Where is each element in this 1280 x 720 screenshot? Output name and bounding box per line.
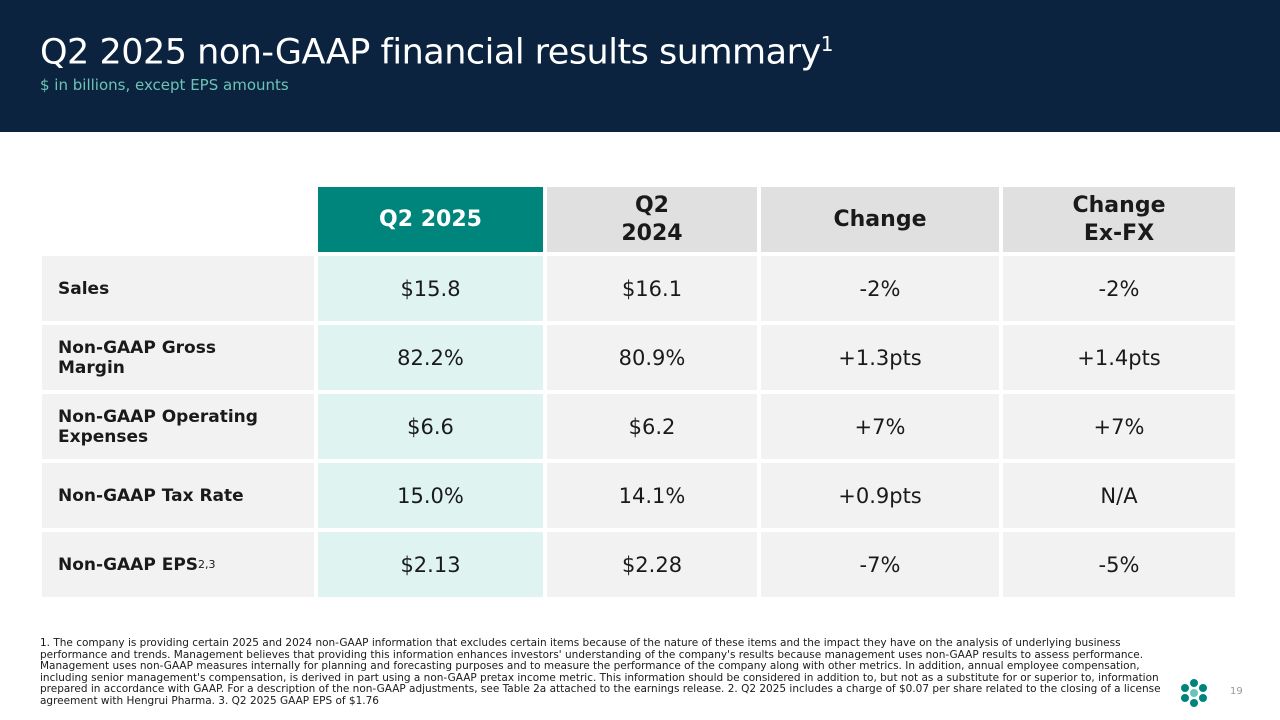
column-header: Q2 2025 (318, 187, 543, 252)
row-label: Non-GAAP Operating Expenses (42, 394, 314, 459)
cell: +7% (1003, 394, 1235, 459)
row-label-superscript: 2,3 (198, 558, 216, 571)
cell: +1.3pts (761, 325, 999, 390)
column-header: Q2 2024 (547, 187, 757, 252)
cell: 14.1% (547, 463, 757, 528)
cell: -2% (1003, 256, 1235, 321)
cell: $6.6 (318, 394, 543, 459)
row-label-text: Non-GAAP Operating Expenses (58, 406, 258, 447)
row-label-text: Non-GAAP Tax Rate (58, 485, 244, 506)
header-band: Q2 2025 non-GAAP financial results summa… (0, 0, 1280, 132)
page-number: 19 (1230, 686, 1243, 697)
cell: $6.2 (547, 394, 757, 459)
header-blank (42, 187, 314, 252)
cell: 80.9% (547, 325, 757, 390)
cell: $2.13 (318, 532, 543, 597)
logo (1181, 679, 1207, 707)
row-label-text: Sales (58, 278, 110, 299)
column-header: Change Ex-FX (1003, 187, 1235, 252)
cell: +7% (761, 394, 999, 459)
cell: $2.28 (547, 532, 757, 597)
cell: +0.9pts (761, 463, 999, 528)
cell: 82.2% (318, 325, 543, 390)
cell: 15.0% (318, 463, 543, 528)
cell: $16.1 (547, 256, 757, 321)
footnote: 1. The company is providing certain 2025… (40, 637, 1161, 707)
subtitle: $ in billions, except EPS amounts (40, 76, 289, 94)
title-superscript: 1 (820, 32, 834, 56)
title: Q2 2025 non-GAAP financial results summa… (40, 32, 833, 73)
row-label: Non-GAAP Gross Margin (42, 325, 314, 390)
row-label: Sales (42, 256, 314, 321)
cell: -7% (761, 532, 999, 597)
cell: +1.4pts (1003, 325, 1235, 390)
row-label-text: Non-GAAP EPS (58, 554, 199, 575)
title-text: Q2 2025 non-GAAP financial results summa… (40, 32, 821, 73)
cell: -2% (761, 256, 999, 321)
cell: N/A (1003, 463, 1235, 528)
row-label: Non-GAAP Tax Rate (42, 463, 314, 528)
column-header: Change (761, 187, 999, 252)
results-table: Q2 2025 Q2 2024 Change Change Ex-FX Sales $15… (42, 187, 1235, 597)
row-label: Non-GAAP EPS 2,3 (42, 532, 314, 597)
cell: -5% (1003, 532, 1235, 597)
row-label-text: Non-GAAP Gross Margin (58, 337, 216, 378)
cell: $15.8 (318, 256, 543, 321)
